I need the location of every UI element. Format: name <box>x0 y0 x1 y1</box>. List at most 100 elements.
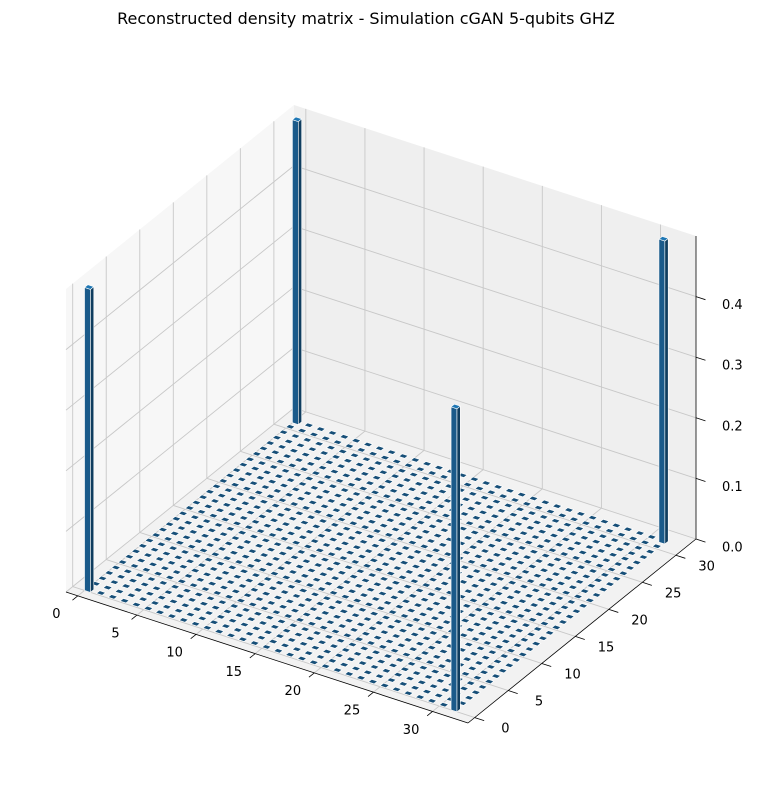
bar-cell <box>436 610 447 616</box>
bar-top-face <box>256 513 268 520</box>
bar-top-face <box>558 551 570 557</box>
z-tick-mark <box>695 538 706 543</box>
bar-cell <box>437 488 448 495</box>
bar-top-face <box>496 508 507 514</box>
bar-cell <box>413 534 425 540</box>
bar-cell <box>261 469 273 476</box>
bar-cell <box>537 582 548 588</box>
bar-top-face <box>516 491 528 498</box>
bar-cell <box>238 461 249 468</box>
bar-top-face <box>330 628 341 635</box>
bar-cell <box>324 566 336 572</box>
bar-cell <box>318 450 330 456</box>
bar-cell <box>429 615 441 621</box>
bar-top-face <box>497 493 509 499</box>
bar-top-face <box>307 553 319 559</box>
bar-top-face <box>191 499 202 506</box>
bar-cell <box>296 655 308 662</box>
bar-top-face <box>218 584 230 591</box>
bar-cell <box>627 535 639 542</box>
bar-top-face <box>478 562 489 569</box>
bar-top-face <box>383 532 395 538</box>
bar-cell <box>490 620 501 626</box>
bar-cell <box>398 453 409 459</box>
bar-top-face <box>296 655 308 662</box>
bar-cell <box>337 448 349 455</box>
bar-top-face <box>403 515 415 522</box>
bar-cell <box>438 648 449 655</box>
bar-cell <box>377 469 389 476</box>
bar-top-face <box>480 654 492 661</box>
x-tick-label: 10 <box>166 646 183 661</box>
bar-top-face <box>276 618 287 625</box>
bar-cell <box>302 597 314 603</box>
bar-top-face <box>137 596 149 602</box>
bar-top-face <box>109 579 120 585</box>
bar-cell <box>436 663 448 669</box>
bar-cell <box>144 537 155 544</box>
bar-top-face <box>385 517 396 523</box>
bar-top-face <box>221 555 233 561</box>
bar-cell <box>256 634 267 641</box>
bar-top-face <box>460 671 471 677</box>
bar-top-face <box>500 638 512 645</box>
bar-top-face <box>225 632 237 639</box>
bar-top-face <box>425 484 436 491</box>
bar-top-face <box>457 579 469 585</box>
bar-cell <box>272 648 284 654</box>
bar-top-face <box>218 531 229 537</box>
bar-top-face <box>472 674 483 681</box>
bar-top-face <box>306 567 317 574</box>
bar-cell <box>317 464 328 471</box>
bar-top-face <box>430 494 442 500</box>
bar-cell <box>559 604 570 611</box>
bar-cell <box>326 658 338 664</box>
bar-cell <box>466 612 478 618</box>
bar-cell <box>330 628 341 635</box>
bar-cell <box>228 496 239 503</box>
bar-top-face <box>477 509 489 516</box>
bar-top-face <box>198 601 210 607</box>
bar-top-face <box>245 509 256 516</box>
bar-cell <box>544 630 555 636</box>
bar-cell <box>161 550 172 557</box>
bar-top-face <box>161 550 172 557</box>
bar-cell <box>539 499 551 506</box>
bar-top-face <box>440 687 451 693</box>
bar-top-face <box>400 545 412 551</box>
bar-cell <box>422 514 433 520</box>
bar-cell <box>122 568 134 575</box>
bar-top-face <box>311 576 322 583</box>
y-tick-mark <box>642 581 652 586</box>
bar-top-face <box>592 577 604 583</box>
bar-top-face <box>208 619 220 625</box>
bar-cell <box>376 484 388 490</box>
bar-top-face <box>198 547 209 554</box>
bar-cell <box>203 610 215 616</box>
bar-cell <box>270 556 282 562</box>
bar-cell <box>491 498 502 505</box>
bar-cell <box>274 633 286 639</box>
bar-cell <box>318 624 330 631</box>
bar-top-face <box>471 621 483 628</box>
bar-cell <box>597 586 609 593</box>
bar-cell <box>237 636 249 642</box>
bar-top-face <box>329 575 341 581</box>
bar-top-face <box>170 516 182 522</box>
bar-cell <box>547 600 559 607</box>
bar-top-face <box>493 644 505 650</box>
bar-cell <box>308 659 320 666</box>
bar-top-face <box>297 587 309 594</box>
y-tick-label: 30 <box>698 559 715 574</box>
bar-cell <box>335 463 347 469</box>
bar-top-face <box>395 589 407 595</box>
bar-top-face <box>196 509 207 515</box>
bar-cell <box>433 639 444 645</box>
bar-cell <box>256 460 268 466</box>
bar-cell <box>220 570 231 576</box>
bar-cell <box>503 555 514 562</box>
bar-cell <box>95 590 107 596</box>
bar-cell <box>369 489 381 496</box>
bar-cell <box>470 689 482 696</box>
bar-top-face <box>232 573 243 580</box>
